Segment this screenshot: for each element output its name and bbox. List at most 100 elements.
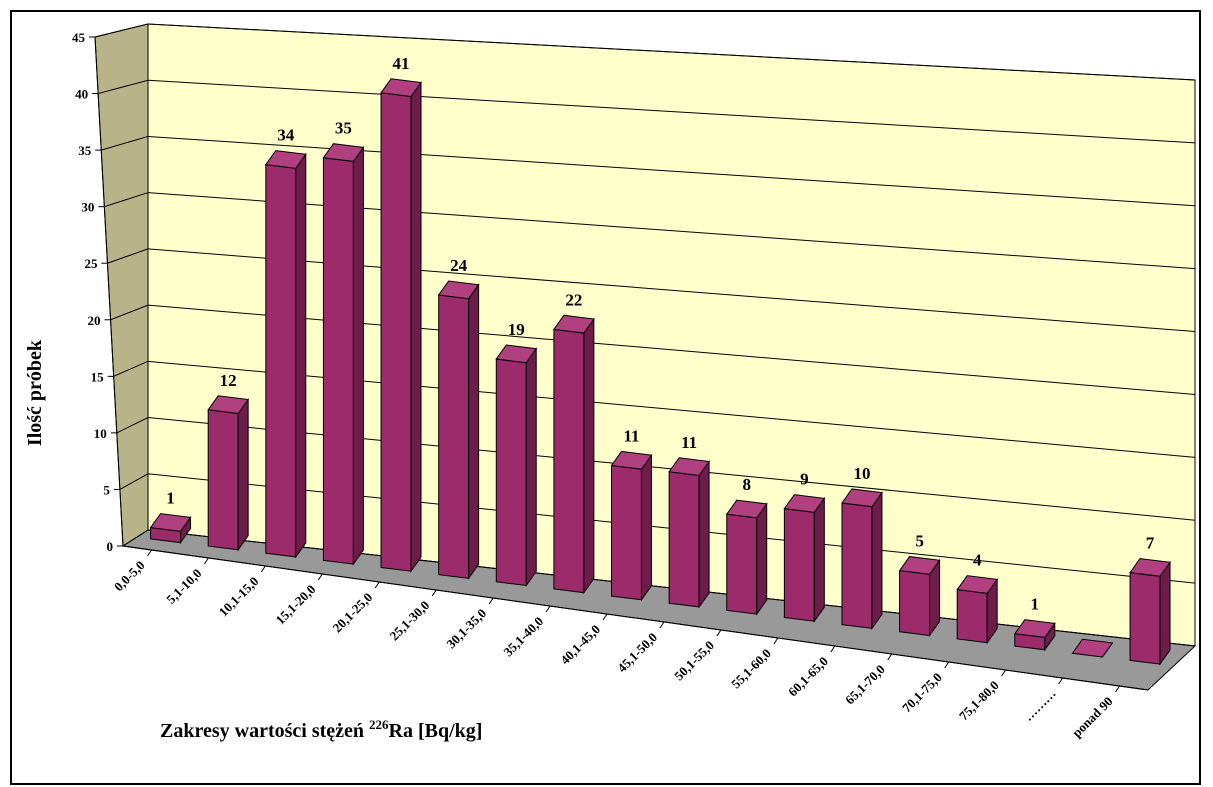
bar <box>783 494 826 623</box>
gridline <box>147 79 1196 144</box>
x-tick-mark <box>488 597 494 605</box>
x-tick-label: 10,1-15,0 <box>216 574 262 620</box>
x-tick-label: 0,0-5,0 <box>111 558 148 595</box>
side-gridline <box>107 248 149 264</box>
x-tick-label: 30,1-35,0 <box>443 606 489 652</box>
bar-top <box>322 143 365 162</box>
data-label: 1 <box>1031 595 1040 614</box>
side-gridline <box>101 135 149 151</box>
y-tick-label: 30 <box>81 200 94 215</box>
bar-top <box>610 450 653 470</box>
bar-top <box>1129 558 1171 577</box>
bar-top <box>264 150 307 169</box>
bar-top <box>1071 638 1114 658</box>
x-tick-label: 15,1-20,0 <box>273 582 319 628</box>
x-tick-mark <box>887 653 893 661</box>
bar-front <box>380 92 412 572</box>
bar <box>380 78 422 573</box>
bar-front <box>322 157 354 565</box>
bar-front <box>783 508 815 622</box>
x-tick-label: 25,1-30,0 <box>386 598 432 644</box>
x-tick-label: ponad 90 <box>1069 694 1116 741</box>
bar-front <box>265 164 297 558</box>
bar-front <box>611 464 642 601</box>
y-tick-label: 45 <box>72 30 86 45</box>
bar <box>725 499 768 616</box>
bar-side <box>352 145 364 566</box>
data-label: 5 <box>915 532 924 551</box>
bar-front <box>668 471 700 608</box>
y-axis-line <box>94 36 124 547</box>
x-tick-mark <box>147 549 152 557</box>
x-tick-mark <box>1001 669 1007 677</box>
bar-top <box>1013 619 1056 638</box>
bar-front <box>553 328 585 594</box>
bar <box>956 575 999 645</box>
bar-front <box>438 294 470 579</box>
data-label: 7 <box>1146 534 1155 553</box>
x-tick-label: 60,1-65,0 <box>785 654 831 700</box>
x-tick-label: 50,1-55,0 <box>671 638 717 684</box>
y-tick-label: 10 <box>94 426 107 441</box>
bar <box>1129 558 1171 666</box>
y-tick-label: 40 <box>75 87 88 102</box>
data-label: 34 <box>277 126 295 145</box>
bar <box>322 143 365 566</box>
gridline <box>147 360 1196 458</box>
gridline <box>147 135 1196 207</box>
gridline <box>147 23 1196 81</box>
data-label: 9 <box>800 470 809 489</box>
side-gridline <box>113 360 149 377</box>
bar-side <box>1159 560 1171 666</box>
y-tick-label: 5 <box>103 482 110 497</box>
data-label: 22 <box>565 290 582 309</box>
x-axis-label: Zakresy wartości stężeń 226Ra [Bq/kg] <box>160 717 482 742</box>
side-gridline <box>119 473 149 490</box>
bar <box>898 556 941 638</box>
bar-side <box>871 491 883 630</box>
x-tick-label: 55,1-60,0 <box>728 646 774 692</box>
x-tick-mark <box>1115 685 1120 693</box>
data-label: 1 <box>166 489 175 508</box>
data-label: 4 <box>973 551 982 570</box>
data-label: 11 <box>681 433 697 452</box>
side-gridline <box>116 417 149 434</box>
bar <box>1013 619 1056 652</box>
bar-top <box>725 499 768 519</box>
x-tick-mark <box>830 645 836 653</box>
x-tick-label: 65,1-70,0 <box>842 662 888 708</box>
x-tick-label: 45,1-50,0 <box>614 630 660 676</box>
side-gridline <box>97 79 149 95</box>
bar-side <box>640 453 652 602</box>
x-axis-line <box>122 545 1149 691</box>
gridline <box>147 304 1196 395</box>
x-tick-label: ……… <box>1021 686 1059 724</box>
side-wall <box>94 23 149 547</box>
bar-side <box>525 347 537 588</box>
bar <box>841 488 883 630</box>
side-gridline <box>122 529 149 547</box>
y-tick-label: 25 <box>84 256 98 271</box>
side-gridline <box>104 192 149 208</box>
bar <box>668 457 710 609</box>
x-tick-label: 70,1-75,0 <box>899 670 945 716</box>
data-label: 12 <box>220 371 237 390</box>
bar-side <box>410 80 422 573</box>
bar-side <box>583 317 595 595</box>
bar <box>610 450 653 602</box>
bar-front <box>956 589 988 644</box>
data-label: 8 <box>742 475 751 494</box>
gridline <box>147 248 1196 333</box>
x-tick-mark <box>204 557 209 565</box>
y-tick-label: 0 <box>107 539 114 554</box>
bar <box>264 150 307 559</box>
bar-top <box>783 494 826 513</box>
bar-top <box>495 344 538 364</box>
x-tick-mark <box>1058 677 1063 685</box>
side-gridline <box>94 23 149 38</box>
bar <box>552 314 595 595</box>
bar-top <box>552 314 595 334</box>
data-label: 19 <box>508 320 525 339</box>
bar <box>149 513 192 545</box>
